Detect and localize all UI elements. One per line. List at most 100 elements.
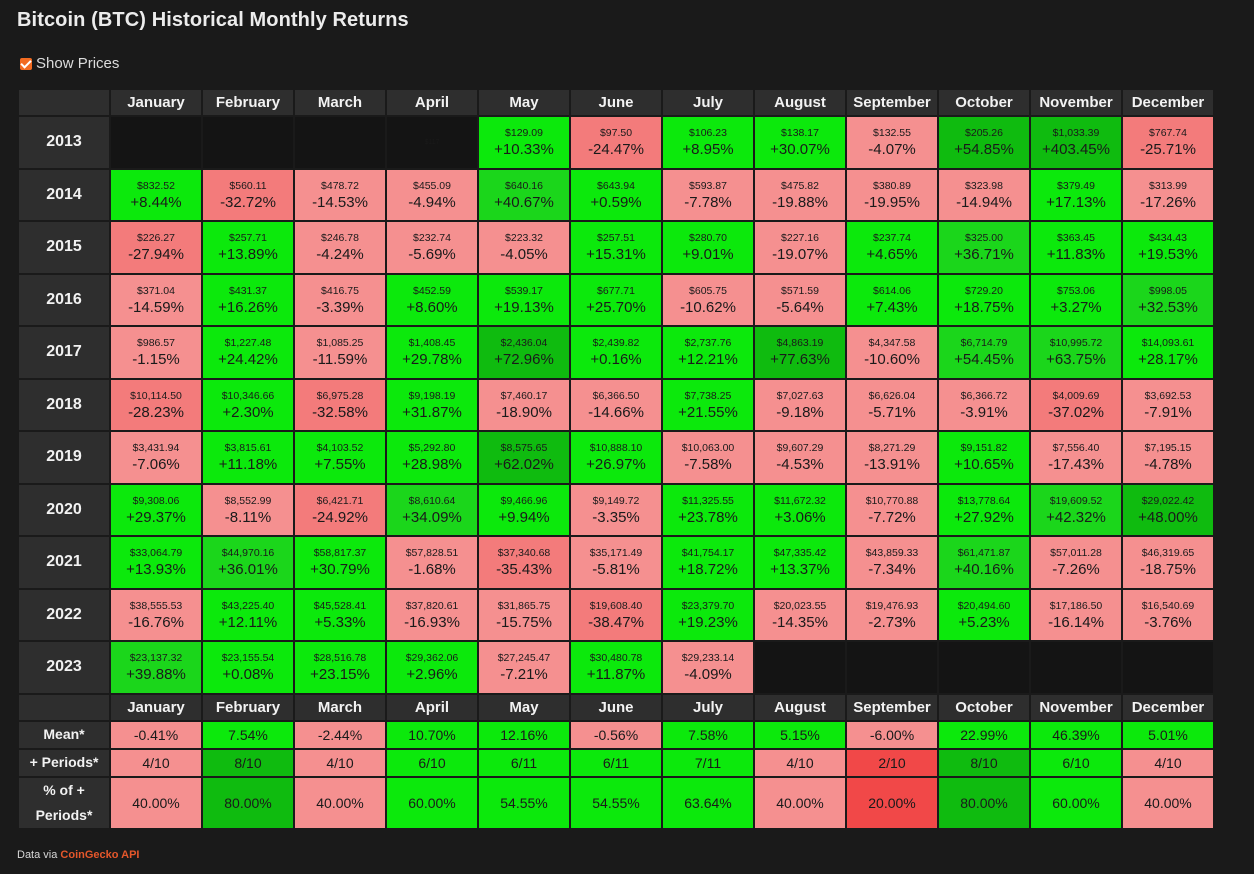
- return-cell-2017-march[interactable]: $1,085.25 -11.59%: [295, 327, 385, 378]
- return-cell-2021-november[interactable]: $57,011.28 -7.26%: [1031, 537, 1121, 588]
- month-header-january[interactable]: January: [111, 90, 201, 115]
- return-cell-2016-january[interactable]: $371.04 -14.59%: [111, 274, 201, 325]
- stat-cell-1-december[interactable]: 4/10: [1123, 749, 1213, 776]
- return-cell-2016-april[interactable]: $452.59 +8.60%: [387, 274, 477, 325]
- return-cell-2016-february[interactable]: $431.37 +16.26%: [203, 274, 293, 325]
- stat-cell-1-february[interactable]: 8/10: [203, 749, 293, 776]
- month-header-september[interactable]: September: [847, 694, 937, 720]
- return-cell-2022-july[interactable]: $23,379.70 +19.23%: [663, 589, 753, 640]
- return-cell-2021-april[interactable]: $57,828.51 -1.68%: [387, 537, 477, 588]
- stat-cell-0-february[interactable]: 7.54%: [203, 721, 293, 748]
- stat-cell-1-september[interactable]: 2/10: [847, 749, 937, 776]
- month-header-november[interactable]: November: [1031, 694, 1121, 720]
- return-cell-2023-january[interactable]: $23,137.32 +39.88%: [111, 642, 201, 693]
- stat-cell-0-december[interactable]: 5.01%: [1123, 721, 1213, 748]
- return-cell-2017-april[interactable]: $1,408.45 +29.78%: [387, 327, 477, 378]
- return-cell-2013-august[interactable]: $138.17 +30.07%: [755, 117, 845, 168]
- return-cell-2023-july[interactable]: $29,233.14 -4.09%: [663, 642, 753, 693]
- stat-cell-2-january[interactable]: 40.00%: [111, 777, 201, 828]
- month-header-may[interactable]: May: [479, 90, 569, 115]
- return-cell-2018-july[interactable]: $7,738.25 +21.55%: [663, 379, 753, 430]
- return-cell-2017-september[interactable]: $4,347.58 -10.60%: [847, 327, 937, 378]
- return-cell-2020-january[interactable]: $9,308.06 +29.37%: [111, 484, 201, 535]
- month-header-august[interactable]: August: [755, 90, 845, 115]
- coingecko-api-link[interactable]: CoinGecko API: [60, 849, 140, 861]
- return-cell-2015-february[interactable]: $257.71 +13.89%: [203, 222, 293, 273]
- return-cell-2014-december[interactable]: $313.99 -17.26%: [1123, 169, 1213, 220]
- return-cell-2014-april[interactable]: $455.09 -4.94%: [387, 169, 477, 220]
- return-cell-2022-january[interactable]: $38,555.53 -16.76%: [111, 589, 201, 640]
- stat-cell-2-june[interactable]: 54.55%: [571, 777, 661, 828]
- stat-cell-2-december[interactable]: 40.00%: [1123, 777, 1213, 828]
- return-cell-2018-november[interactable]: $4,009.69 -37.02%: [1031, 379, 1121, 430]
- return-cell-2021-august[interactable]: $47,335.42 +13.37%: [755, 537, 845, 588]
- return-cell-2017-december[interactable]: $14,093.61 +28.17%: [1123, 327, 1213, 378]
- return-cell-2018-february[interactable]: $10,346.66 +2.30%: [203, 379, 293, 430]
- return-cell-2023-april[interactable]: $29,362.06 +2.96%: [387, 642, 477, 693]
- stat-cell-2-september[interactable]: 20.00%: [847, 777, 937, 828]
- return-cell-2015-april[interactable]: $232.74 -5.69%: [387, 222, 477, 273]
- return-cell-2019-january[interactable]: $3,431.94 -7.06%: [111, 432, 201, 483]
- show-prices-checkbox[interactable]: [20, 57, 32, 70]
- return-cell-2015-july[interactable]: $280.70 +9.01%: [663, 222, 753, 273]
- stat-cell-1-january[interactable]: 4/10: [111, 749, 201, 776]
- month-header-december[interactable]: December: [1123, 90, 1213, 115]
- return-cell-2021-july[interactable]: $41,754.17 +18.72%: [663, 537, 753, 588]
- return-cell-2021-may[interactable]: $37,340.68 -35.43%: [479, 537, 569, 588]
- return-cell-2015-may[interactable]: $223.32 -4.05%: [479, 222, 569, 273]
- return-cell-2016-august[interactable]: $571.59 -5.64%: [755, 274, 845, 325]
- return-cell-2020-april[interactable]: $8,610.64 +34.09%: [387, 484, 477, 535]
- stat-cell-2-october[interactable]: 80.00%: [939, 777, 1029, 828]
- return-cell-2019-april[interactable]: $5,292.80 +28.98%: [387, 432, 477, 483]
- return-cell-2013-june[interactable]: $97.50 -24.47%: [571, 117, 661, 168]
- return-cell-2018-december[interactable]: $3,692.53 -7.91%: [1123, 379, 1213, 430]
- return-cell-2021-october[interactable]: $61,471.87 +40.16%: [939, 537, 1029, 588]
- return-cell-2019-november[interactable]: $7,556.40 -17.43%: [1031, 432, 1121, 483]
- return-cell-2018-may[interactable]: $7,460.17 -18.90%: [479, 379, 569, 430]
- return-cell-2020-june[interactable]: $9,149.72 -3.35%: [571, 484, 661, 535]
- return-cell-2018-september[interactable]: $6,626.04 -5.71%: [847, 379, 937, 430]
- stat-cell-2-july[interactable]: 63.64%: [663, 777, 753, 828]
- return-cell-2019-october[interactable]: $9,151.82 +10.65%: [939, 432, 1029, 483]
- return-cell-2016-december[interactable]: $998.05 +32.53%: [1123, 274, 1213, 325]
- month-header-july[interactable]: July: [663, 694, 753, 720]
- return-cell-2016-march[interactable]: $416.75 -3.39%: [295, 274, 385, 325]
- stat-cell-1-august[interactable]: 4/10: [755, 749, 845, 776]
- return-cell-2015-january[interactable]: $226.27 -27.94%: [111, 222, 201, 273]
- return-cell-2013-may[interactable]: $129.09 +10.33%: [479, 117, 569, 168]
- return-cell-2019-september[interactable]: $8,271.29 -13.91%: [847, 432, 937, 483]
- return-cell-2020-may[interactable]: $9,466.96 +9.94%: [479, 484, 569, 535]
- return-cell-2021-june[interactable]: $35,171.49 -5.81%: [571, 537, 661, 588]
- return-cell-2020-september[interactable]: $10,770.88 -7.72%: [847, 484, 937, 535]
- return-cell-2014-january[interactable]: $832.52 +8.44%: [111, 169, 201, 220]
- return-cell-2018-june[interactable]: $6,366.50 -14.66%: [571, 379, 661, 430]
- return-cell-2015-october[interactable]: $325.00 +36.71%: [939, 222, 1029, 273]
- return-cell-2018-march[interactable]: $6,975.28 -32.58%: [295, 379, 385, 430]
- return-cell-2023-june[interactable]: $30,480.78 +11.87%: [571, 642, 661, 693]
- return-cell-2016-june[interactable]: $677.71 +25.70%: [571, 274, 661, 325]
- return-cell-2014-september[interactable]: $380.89 -19.95%: [847, 169, 937, 220]
- return-cell-2020-july[interactable]: $11,325.55 +23.78%: [663, 484, 753, 535]
- return-cell-2020-february[interactable]: $8,552.99 -8.11%: [203, 484, 293, 535]
- stat-cell-2-may[interactable]: 54.55%: [479, 777, 569, 828]
- return-cell-2016-may[interactable]: $539.17 +19.13%: [479, 274, 569, 325]
- month-header-april[interactable]: April: [387, 90, 477, 115]
- return-cell-2016-november[interactable]: $753.06 +3.27%: [1031, 274, 1121, 325]
- return-cell-2022-november[interactable]: $17,186.50 -16.14%: [1031, 589, 1121, 640]
- return-cell-2015-september[interactable]: $237.74 +4.65%: [847, 222, 937, 273]
- return-cell-2020-october[interactable]: $13,778.64 +27.92%: [939, 484, 1029, 535]
- return-cell-2022-april[interactable]: $37,820.61 -16.93%: [387, 589, 477, 640]
- month-header-august[interactable]: August: [755, 694, 845, 720]
- month-header-january[interactable]: January: [111, 694, 201, 720]
- stat-cell-2-march[interactable]: 40.00%: [295, 777, 385, 828]
- month-header-may[interactable]: May: [479, 694, 569, 720]
- return-cell-2015-august[interactable]: $227.16 -19.07%: [755, 222, 845, 273]
- stat-cell-0-march[interactable]: -2.44%: [295, 721, 385, 748]
- stat-cell-0-july[interactable]: 7.58%: [663, 721, 753, 748]
- stat-cell-1-march[interactable]: 4/10: [295, 749, 385, 776]
- return-cell-2020-december[interactable]: $29,022.42 +48.00%: [1123, 484, 1213, 535]
- return-cell-2019-july[interactable]: $10,063.00 -7.58%: [663, 432, 753, 483]
- return-cell-2017-june[interactable]: $2,439.82 +0.16%: [571, 327, 661, 378]
- return-cell-2013-october[interactable]: $205.26 +54.85%: [939, 117, 1029, 168]
- return-cell-2014-march[interactable]: $478.72 -14.53%: [295, 169, 385, 220]
